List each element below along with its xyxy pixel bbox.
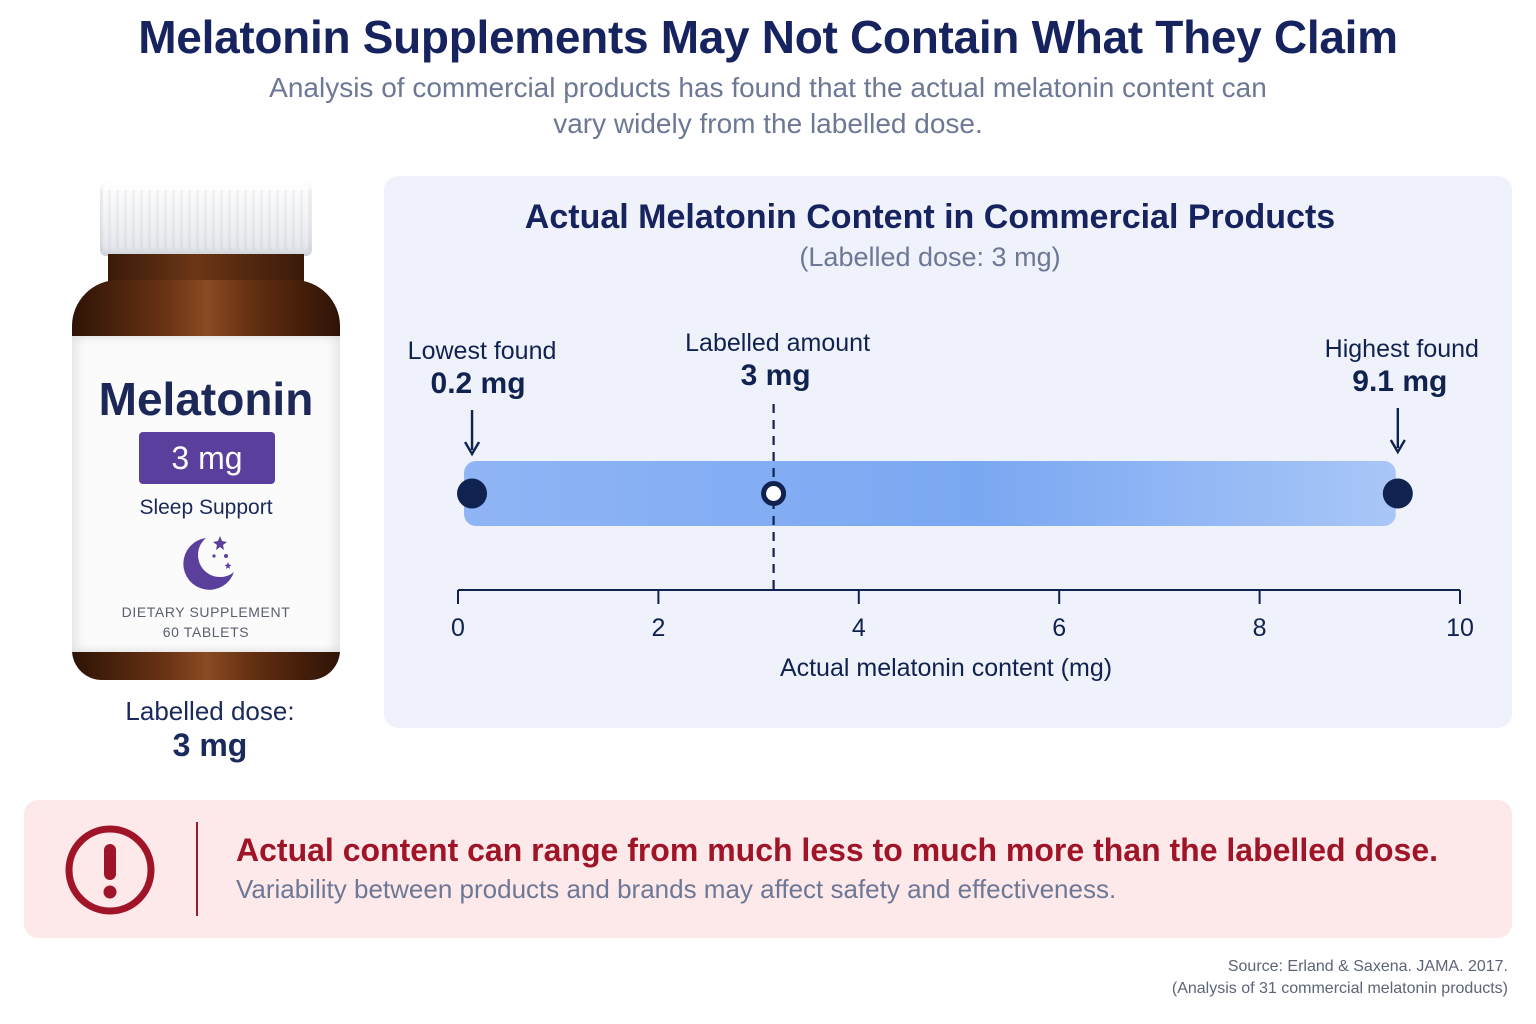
exclamation-circle-icon xyxy=(65,825,155,915)
source-citation: Source: Erland & Saxena. JAMA. 2017. (An… xyxy=(1172,956,1508,1000)
x-tick-label: 0 xyxy=(451,614,465,642)
annotation-label: Lowest found xyxy=(408,337,557,365)
warning-callout: Actual content can range from much less … xyxy=(24,800,1512,938)
annotation-label: Labelled amount xyxy=(685,329,870,357)
bottle-product-name: Melatonin xyxy=(98,373,314,425)
down-arrow-head-icon xyxy=(1389,439,1406,455)
bottle-tagline: Sleep Support xyxy=(139,496,273,519)
labelled-dose-marker xyxy=(761,481,787,506)
bottle-caption-value: 3 mg xyxy=(172,727,248,763)
x-tick-label: 8 xyxy=(1253,614,1267,642)
bottle-caption-label: Labelled dose: xyxy=(125,696,295,726)
source-line-1: Source: Erland & Saxena. JAMA. 2017. xyxy=(1227,958,1508,975)
annotation-value: 3 mg xyxy=(741,359,811,392)
annotation-value: 0.2 mg xyxy=(431,367,526,400)
lowest-found-marker xyxy=(457,478,488,509)
bottle-caption: Labelled dose: 3 mg xyxy=(72,694,348,762)
source-line-2: (Analysis of 31 commercial melatonin pro… xyxy=(1171,980,1508,997)
bottle-dose-badge: 3 mg xyxy=(139,432,275,484)
callout-headline: Actual content can range from much less … xyxy=(236,832,1439,868)
x-tick-label: 10 xyxy=(1446,614,1474,642)
highest-found-marker xyxy=(1382,478,1413,509)
callout-divider xyxy=(196,822,198,916)
x-tick-label: 2 xyxy=(651,614,665,642)
bottle-fine-print: DIETARY SUPPLEMENT 60 TABLETS xyxy=(72,602,340,642)
bottle-fine-print-line2: 60 TABLETS xyxy=(162,624,250,640)
bottle-cap xyxy=(100,180,312,256)
annotation-value: 9.1 mg xyxy=(1352,365,1447,398)
x-tick-label: 4 xyxy=(852,614,866,642)
bottle-fine-print-line1: DIETARY SUPPLEMENT xyxy=(121,604,291,620)
x-axis-label: Actual melatonin content (mg) xyxy=(780,654,1112,682)
bottle-label: Melatonin 3 mg Sleep Support DIETARY SUP… xyxy=(72,336,340,652)
callout-body: Variability between products and brands … xyxy=(236,874,1117,904)
page-title: Melatonin Supplements May Not Contain Wh… xyxy=(138,11,1398,63)
chart-title: Actual Melatonin Content in Commercial P… xyxy=(524,198,1336,236)
x-tick-label: 6 xyxy=(1052,614,1066,642)
annotation-label: Highest found xyxy=(1325,335,1479,363)
chart-subtitle: (Labelled dose: 3 mg) xyxy=(799,242,1061,272)
moon-stars-icon xyxy=(183,536,234,590)
page-subtitle: Analysis of commercial products has foun… xyxy=(269,72,1267,139)
down-arrow-head-icon xyxy=(464,441,481,457)
range-bar xyxy=(464,461,1396,526)
chart-panel xyxy=(384,176,1512,728)
melatonin-bottle-illustration: Melatonin 3 mg Sleep Support DIETARY SUP… xyxy=(72,180,340,680)
